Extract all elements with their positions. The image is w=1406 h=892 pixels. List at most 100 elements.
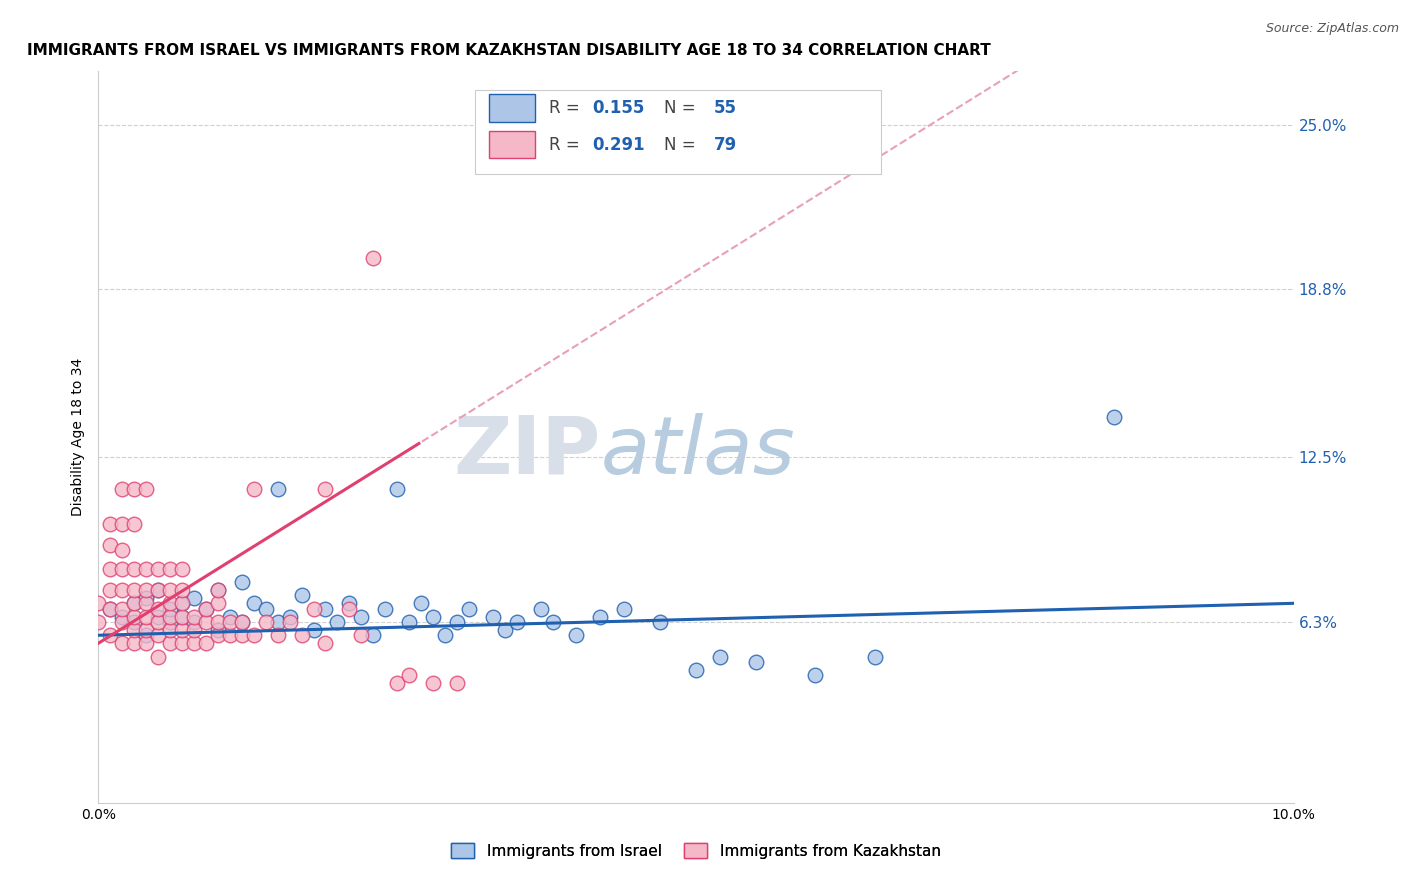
Point — [494, 623, 516, 637]
Point — [422, 676, 444, 690]
Point — [135, 596, 157, 610]
Point — [685, 663, 707, 677]
Point — [231, 615, 253, 629]
Point — [231, 628, 253, 642]
Legend: Immigrants from Israel, Immigrants from Kazakhstan: Immigrants from Israel, Immigrants from … — [446, 837, 946, 864]
Point — [124, 562, 146, 576]
Point — [148, 628, 170, 642]
Point — [135, 562, 157, 576]
Point — [172, 562, 194, 576]
Point — [231, 615, 253, 629]
Point — [315, 636, 337, 650]
Point — [111, 482, 134, 496]
Point — [363, 251, 385, 265]
Point — [207, 582, 229, 597]
Y-axis label: Disability Age 18 to 34: Disability Age 18 to 34 — [72, 358, 86, 516]
Point — [422, 609, 444, 624]
Point — [385, 676, 409, 690]
Point — [98, 601, 122, 615]
Point — [148, 601, 170, 615]
Point — [650, 615, 672, 629]
Text: N =: N = — [664, 99, 700, 117]
Point — [159, 615, 181, 629]
Point — [183, 623, 205, 637]
Point — [243, 482, 266, 496]
Point — [111, 582, 134, 597]
Point — [195, 636, 218, 650]
Text: ZIP: ZIP — [453, 413, 600, 491]
Point — [159, 623, 181, 637]
Point — [98, 516, 122, 531]
Point — [124, 596, 146, 610]
Point — [124, 516, 146, 531]
Point — [124, 582, 146, 597]
Point — [124, 596, 146, 610]
Point — [254, 601, 277, 615]
Point — [148, 582, 170, 597]
Point — [254, 615, 277, 629]
Point — [613, 601, 636, 615]
Point — [183, 609, 205, 624]
Point — [804, 668, 827, 682]
Text: atlas: atlas — [600, 413, 796, 491]
Point — [172, 609, 194, 624]
Point — [148, 582, 170, 597]
Point — [172, 596, 194, 610]
Point — [195, 601, 218, 615]
Point — [124, 636, 146, 650]
Point — [159, 582, 181, 597]
Point — [195, 615, 218, 629]
Point — [195, 601, 218, 615]
Point — [315, 482, 337, 496]
Point — [98, 628, 122, 642]
Point — [207, 615, 229, 629]
Text: 0.155: 0.155 — [592, 99, 644, 117]
Point — [219, 609, 242, 624]
Point — [326, 615, 349, 629]
Point — [111, 516, 134, 531]
Point — [159, 636, 181, 650]
Point — [302, 623, 325, 637]
Point — [398, 668, 420, 682]
Point — [135, 636, 157, 650]
Point — [148, 649, 170, 664]
Point — [207, 582, 229, 597]
Point — [458, 601, 481, 615]
Point — [172, 636, 194, 650]
Point — [219, 615, 242, 629]
FancyBboxPatch shape — [475, 90, 882, 174]
Text: 79: 79 — [714, 136, 737, 153]
Point — [278, 615, 301, 629]
Point — [135, 628, 157, 642]
Point — [111, 601, 134, 615]
Point — [135, 482, 157, 496]
Point — [363, 628, 385, 642]
Point — [207, 628, 229, 642]
Point — [315, 601, 337, 615]
Point — [172, 596, 194, 610]
Point — [565, 628, 588, 642]
Point — [111, 636, 134, 650]
Text: IMMIGRANTS FROM ISRAEL VS IMMIGRANTS FROM KAZAKHSTAN DISABILITY AGE 18 TO 34 COR: IMMIGRANTS FROM ISRAEL VS IMMIGRANTS FRO… — [27, 43, 990, 58]
Text: N =: N = — [664, 136, 700, 153]
Point — [183, 615, 205, 629]
Point — [183, 636, 205, 650]
Point — [124, 623, 146, 637]
Point — [374, 601, 396, 615]
Point — [159, 601, 181, 615]
Text: Source: ZipAtlas.com: Source: ZipAtlas.com — [1265, 22, 1399, 36]
Point — [98, 562, 122, 576]
Point — [267, 615, 290, 629]
Point — [135, 609, 157, 624]
FancyBboxPatch shape — [489, 130, 534, 159]
Point — [124, 482, 146, 496]
Point — [267, 482, 290, 496]
Point — [183, 591, 205, 605]
Point — [135, 591, 157, 605]
Point — [278, 609, 301, 624]
Point — [745, 655, 768, 669]
Point — [172, 623, 194, 637]
Point — [135, 623, 157, 637]
Point — [339, 601, 361, 615]
Point — [159, 562, 181, 576]
